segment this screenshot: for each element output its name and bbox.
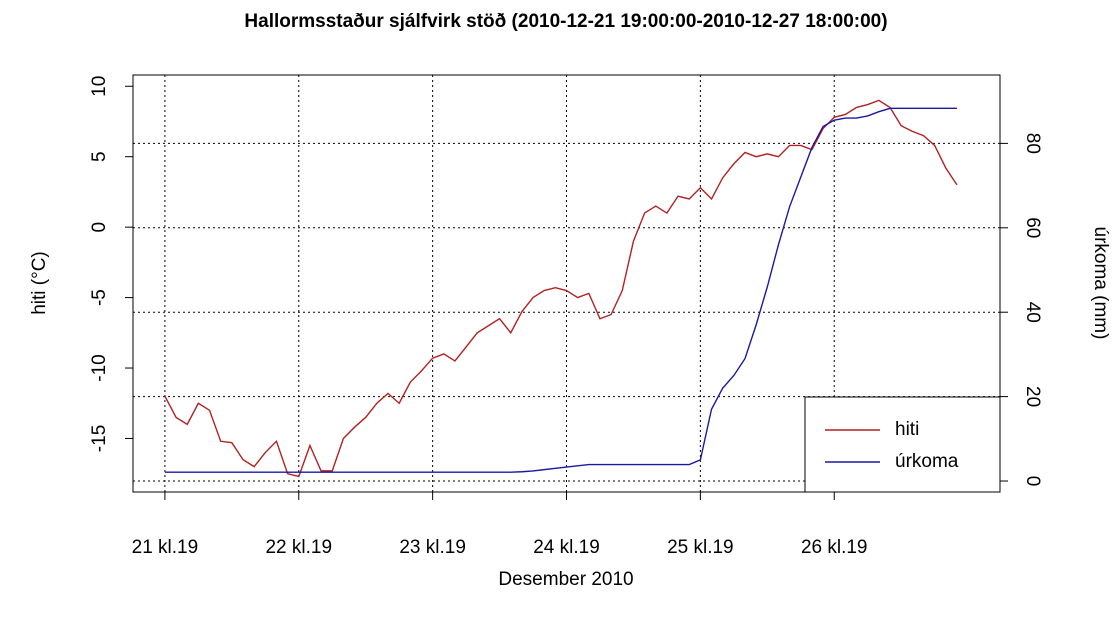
y2-tick-label: 80 bbox=[1022, 133, 1043, 154]
x-tick-label: 21 kl.19 bbox=[132, 537, 199, 558]
y-tick-label: -10 bbox=[89, 354, 110, 381]
chart-title: Hallormsstaður sjálfvirk stöð (2010-12-2… bbox=[244, 11, 887, 32]
y2-tick-label: 40 bbox=[1022, 302, 1043, 323]
legend-box bbox=[804, 396, 1001, 493]
x-tick-label: 22 kl.19 bbox=[265, 537, 332, 558]
y-tick-label: 0 bbox=[89, 222, 110, 233]
legend-label: úrkoma bbox=[895, 451, 959, 472]
x-tick-label: 25 kl.19 bbox=[667, 537, 734, 558]
y-tick-label: -5 bbox=[89, 289, 110, 306]
y2-tick-label: 0 bbox=[1022, 476, 1043, 487]
y-tick-label: 5 bbox=[89, 151, 110, 162]
data-line bbox=[164, 99, 958, 478]
y2-tick-label: 20 bbox=[1022, 386, 1043, 407]
y-tick-label: -15 bbox=[89, 425, 110, 452]
data-line bbox=[164, 107, 957, 473]
y2-tick-label: 60 bbox=[1022, 217, 1043, 238]
plot-frame bbox=[132, 74, 1001, 493]
y-tick-label: 10 bbox=[89, 76, 110, 97]
legend-label: hiti bbox=[895, 419, 919, 440]
y2-axis-label: úrkoma (mm) bbox=[1090, 227, 1111, 340]
x-tick-label: 23 kl.19 bbox=[399, 537, 466, 558]
x-axis-label: Desember 2010 bbox=[498, 569, 633, 590]
x-tick-label: 26 kl.19 bbox=[801, 537, 868, 558]
y-axis-label: hiti (°C) bbox=[29, 251, 50, 315]
x-tick-label: 24 kl.19 bbox=[533, 537, 600, 558]
